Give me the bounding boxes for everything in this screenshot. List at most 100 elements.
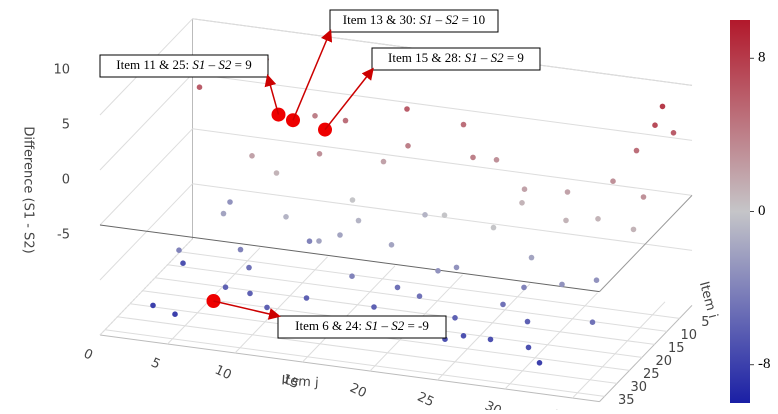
data-point bbox=[222, 284, 229, 291]
floor-edge bbox=[99, 334, 600, 403]
annotation-arrow bbox=[324, 67, 374, 131]
data-point bbox=[246, 264, 252, 271]
data-point bbox=[337, 232, 343, 238]
annotation-part: = 10 bbox=[458, 12, 485, 27]
data-point bbox=[355, 217, 362, 224]
annotation: Item 11 & 25: S1 – S2 = 9 bbox=[116, 57, 251, 72]
data-point bbox=[633, 147, 640, 154]
data-point bbox=[490, 224, 497, 231]
data-point bbox=[220, 210, 227, 217]
annotation-arrow bbox=[292, 29, 333, 121]
data-point bbox=[536, 360, 543, 366]
grid-line bbox=[154, 277, 655, 345]
annotation-part: = 9 bbox=[504, 50, 524, 65]
annotation-arrow bbox=[213, 300, 281, 320]
data-point bbox=[273, 170, 280, 176]
annotation-part: Item 6 & 24: bbox=[295, 318, 365, 333]
annotation-box bbox=[99, 54, 269, 78]
data-point bbox=[521, 284, 527, 291]
annotation-part: S1 – S2 bbox=[419, 12, 459, 27]
data-point bbox=[422, 212, 428, 218]
data-point bbox=[150, 302, 156, 309]
grid-line bbox=[99, 183, 193, 281]
data-point bbox=[487, 336, 494, 343]
data-point bbox=[500, 301, 506, 308]
annotation-box bbox=[329, 9, 499, 33]
annotation-part: = -9 bbox=[404, 318, 429, 333]
y-tick-label: 20 bbox=[655, 354, 672, 369]
data-point bbox=[172, 311, 178, 318]
data-point bbox=[528, 254, 535, 261]
grid-line bbox=[504, 292, 598, 390]
data-point bbox=[306, 238, 313, 244]
annotation-part: S1 – S2 bbox=[192, 57, 232, 72]
data-point bbox=[394, 284, 401, 291]
data-point bbox=[227, 199, 233, 205]
floor-edge bbox=[599, 305, 693, 402]
grid-line bbox=[234, 256, 328, 354]
data-point bbox=[316, 238, 322, 244]
x-tick-label: 20 bbox=[347, 381, 368, 402]
data-point bbox=[589, 319, 596, 326]
annotation-box bbox=[277, 315, 447, 339]
z-tick-label: 10 bbox=[53, 63, 70, 78]
data-point bbox=[303, 295, 310, 301]
annotation-box bbox=[371, 47, 541, 71]
data-point bbox=[460, 121, 467, 128]
zero-plane bbox=[599, 195, 693, 292]
grid-line bbox=[302, 265, 396, 363]
annotation: Item 6 & 24: S1 – S2 = -9 bbox=[295, 318, 429, 333]
data-point bbox=[316, 151, 323, 157]
data-point bbox=[435, 268, 441, 274]
annotation-arrow bbox=[264, 74, 280, 115]
grid-line bbox=[192, 73, 693, 141]
data-point bbox=[453, 264, 460, 271]
data-point bbox=[460, 333, 467, 339]
y-tick-label: 5 bbox=[701, 315, 709, 330]
x-tick-label: 30 bbox=[482, 399, 503, 410]
data-point bbox=[595, 216, 601, 222]
data-point bbox=[180, 260, 186, 267]
data-point bbox=[237, 246, 244, 253]
z-axis-title: Difference (S1 - S2) bbox=[21, 126, 36, 253]
y-tick-label: 10 bbox=[680, 328, 697, 343]
data-point bbox=[640, 194, 647, 200]
x-tick-label: 15 bbox=[280, 372, 301, 393]
grid-line bbox=[192, 183, 693, 251]
colorbar bbox=[730, 20, 750, 403]
data-point bbox=[525, 344, 532, 351]
data-point bbox=[388, 242, 395, 248]
data-point bbox=[610, 178, 616, 184]
data-point bbox=[493, 157, 500, 163]
grid-line bbox=[167, 264, 668, 332]
data-point bbox=[283, 214, 289, 220]
data-point bbox=[519, 200, 525, 206]
annotation: Item 13 & 30: S1 – S2 = 10 bbox=[343, 12, 485, 27]
data-point bbox=[176, 247, 182, 253]
data-point bbox=[249, 153, 255, 159]
y-tick-label: 15 bbox=[668, 341, 685, 356]
data-point bbox=[247, 290, 253, 297]
z-tick-label: -5 bbox=[57, 228, 70, 243]
data-point bbox=[380, 158, 387, 165]
data-point bbox=[404, 106, 410, 112]
data-point bbox=[521, 186, 528, 192]
data-point bbox=[349, 273, 355, 280]
annotation-part: Item 11 & 25: bbox=[116, 57, 192, 72]
y-tick-label: 35 bbox=[618, 393, 635, 408]
data-point bbox=[470, 154, 476, 161]
data-point bbox=[659, 103, 666, 110]
data-point bbox=[524, 318, 531, 325]
data-point bbox=[563, 217, 569, 224]
x-tick-label: 25 bbox=[415, 390, 436, 410]
grid-line bbox=[179, 251, 680, 319]
y-tick-label: 25 bbox=[643, 367, 660, 382]
grid-line bbox=[437, 283, 531, 381]
zero-plane bbox=[99, 224, 600, 293]
annotation-part: Item 15 & 28: bbox=[388, 50, 465, 65]
grid-line bbox=[99, 128, 193, 226]
data-point bbox=[452, 315, 458, 321]
data-point bbox=[264, 304, 270, 311]
data-point bbox=[405, 143, 411, 149]
